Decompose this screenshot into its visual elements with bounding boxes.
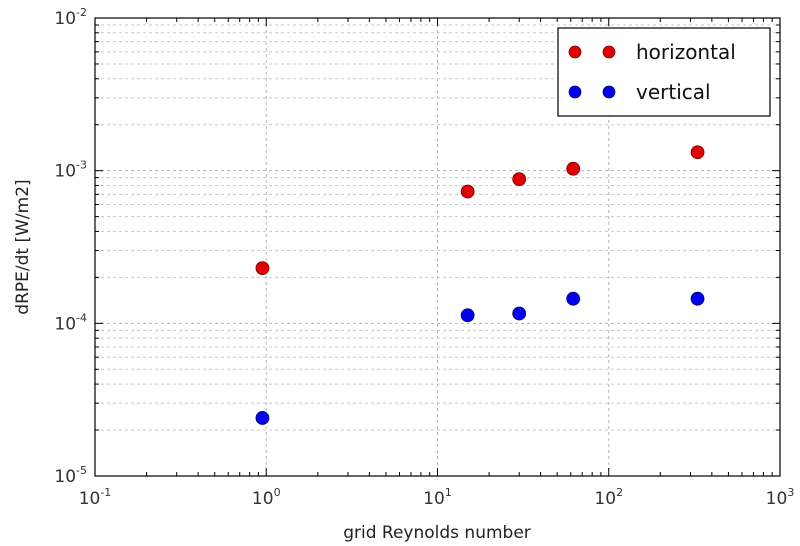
x-tick-label: 103 — [766, 486, 795, 509]
horizontal-point — [255, 261, 270, 276]
vertical-point — [690, 291, 705, 306]
data-points — [255, 145, 705, 425]
legend-box — [557, 27, 771, 117]
legend-marker-horizontal-2 — [602, 45, 616, 59]
x-tick-label: 101 — [423, 486, 452, 509]
legend-marker-vertical-2 — [602, 85, 616, 99]
legend-label-vertical: vertical — [636, 80, 711, 104]
vertical-point — [460, 308, 475, 323]
horizontal-point — [566, 161, 581, 176]
horizontal-point — [460, 184, 475, 199]
y-tick-label: 10-2 — [54, 6, 87, 29]
y-axis-label: dRPE/dt [W/m2] — [13, 179, 33, 314]
x-axis-label: grid Reynolds number — [343, 523, 531, 543]
y-tick-label: 10-4 — [54, 311, 87, 334]
x-tick-labels: 10-1 100 101 102 103 — [79, 486, 795, 509]
horizontal-point — [690, 145, 705, 160]
x-tick-label: 100 — [252, 486, 281, 509]
legend-label-horizontal: horizontal — [636, 40, 736, 64]
legend-marker-vertical-1 — [568, 85, 582, 99]
vertical-point — [255, 411, 270, 425]
axis-ticks — [94, 17, 781, 477]
legend: horizontal vertical — [557, 27, 771, 117]
y-tick-label: 10-3 — [54, 159, 87, 182]
x-tick-label: 10-1 — [79, 486, 112, 509]
vertical-point — [512, 306, 527, 321]
x-tick-label: 102 — [594, 486, 623, 509]
y-tick-labels: 10-5 10-4 10-3 10-2 — [54, 6, 87, 487]
legend-marker-horizontal-1 — [568, 45, 582, 59]
horizontal-point — [512, 172, 527, 187]
y-tick-label: 10-5 — [54, 464, 87, 487]
vertical-point — [566, 291, 581, 306]
